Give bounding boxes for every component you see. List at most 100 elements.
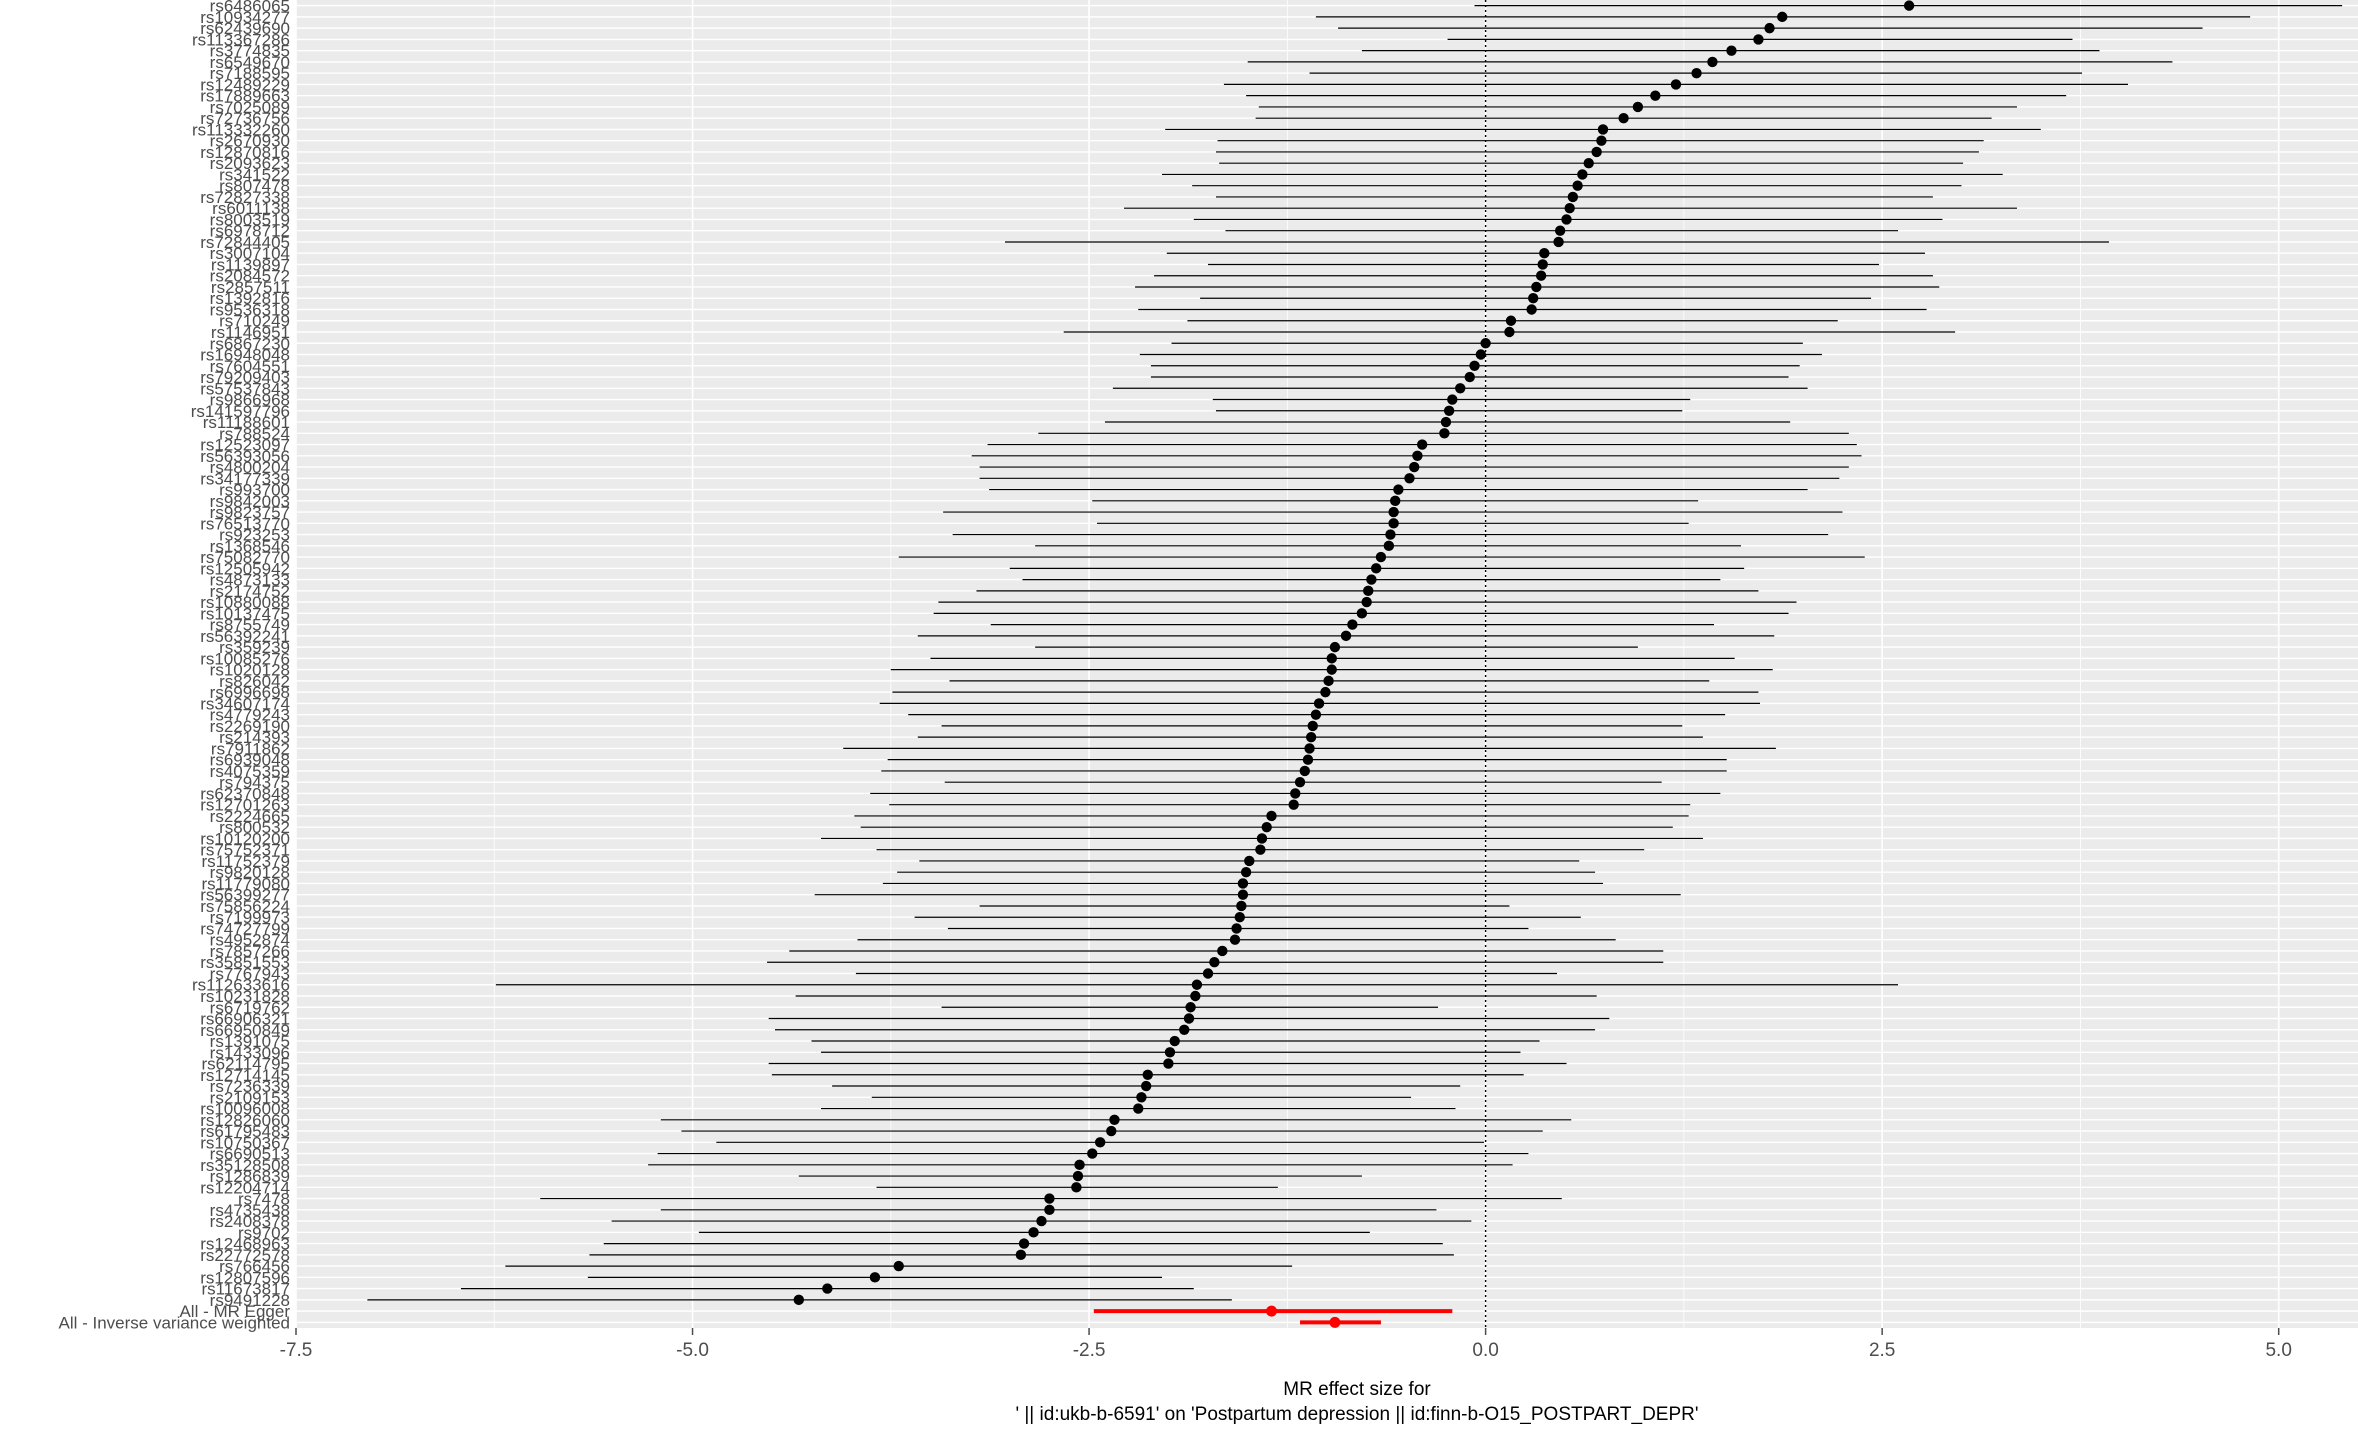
summary-label: All - MR Egger [179,1302,290,1321]
snp-label: rs11779080 [201,874,290,893]
snp-label: rs66950849 [200,1021,290,1040]
snp-label: rs6867230 [210,334,290,353]
snp-label: rs141597796 [191,402,290,421]
x-tick-label: 0.0 [1472,1340,1498,1361]
snp-label: rs34177339 [200,469,290,488]
snp-point [1526,304,1537,315]
snp-point [1764,22,1775,34]
snp-point [1018,1238,1030,1249]
snp-point [1294,776,1306,788]
snp-point [1217,945,1228,957]
snp-label: rs75752371 [200,841,290,860]
snp-point [1363,585,1374,597]
data-marks [367,0,2343,1328]
snp-point [1583,157,1594,169]
snp-label: rs6719762 [210,998,290,1017]
snp-point [1044,1204,1055,1216]
snp-label: rs6996698 [210,683,290,702]
snp-point [1237,889,1249,900]
x-axis-title-line-2: ' || id:ukb-b-6591' on 'Postpartum depre… [1015,1404,1698,1425]
snp-label: rs10137475 [200,604,290,623]
snp-point [1136,1092,1147,1103]
snp-label: rs1392816 [210,289,290,308]
snp-point [1361,596,1372,608]
snp-point [1209,957,1220,968]
snp-point [1390,495,1401,507]
snp-label: rs826042 [219,672,290,691]
snp-point [1320,686,1331,698]
snp-point [1347,619,1358,630]
snp-label: rs4952874 [210,931,290,950]
snp-point [1202,968,1214,979]
snp-label: rs794375 [219,773,290,792]
snp-point [1528,293,1539,304]
x-tick-label: -5.0 [676,1340,709,1361]
snp-point [1133,1103,1144,1114]
snp-point [1229,934,1241,945]
snp-label: rs17889663 [200,87,290,106]
snp-point [1015,1249,1027,1261]
snp-label: rs62114795 [201,1055,290,1074]
snp-label: rs2857511 [211,278,290,297]
snp-point [1388,518,1399,529]
snp-label: rs6486065 [210,0,290,16]
snp-point [1469,360,1480,371]
snp-label: rs9536318 [210,300,290,319]
snp-point [1236,900,1247,912]
snp-point [1596,135,1607,146]
snp-point [1385,529,1396,540]
snp-label: rs9491228 [210,1291,290,1310]
snp-label: rs2408378 [210,1212,290,1231]
snp-point [1028,1227,1039,1238]
snp-label: rs4873133 [210,571,290,590]
snp-label: rs10880088 [200,593,290,612]
snp-point [1443,405,1455,416]
snp-label: rs7911862 [211,739,290,758]
snp-point [1375,551,1387,563]
snp-point [1447,394,1458,405]
snp-label: rs12870816 [200,143,290,162]
snp-label: rs6011138 [212,199,290,218]
snp-label: rs11188601 [203,413,290,432]
summary-point [1265,1305,1277,1317]
x-tick-label: 5.0 [2265,1340,2291,1361]
snp-label: rs35128508 [200,1156,290,1175]
snp-point [1464,371,1475,383]
snp-point [1537,259,1548,270]
snp-label: rs4075359 [210,762,290,781]
snp-point [1539,248,1550,259]
snp-label: rs72844405 [200,233,290,252]
snp-point [1553,236,1564,248]
snp-point [1256,833,1268,844]
snp-label: rs3774835 [210,42,290,61]
snp-point [1393,484,1404,495]
snp-label: rs62439690 [200,19,290,38]
snp-label: rs74727799 [200,919,290,938]
snp-point [1140,1080,1152,1092]
snp-point [1388,506,1399,518]
x-tick-label: 2.5 [1869,1340,1895,1361]
snp-label: rs341522 [219,165,290,184]
snp-point [1234,912,1245,923]
snp-label: rs359239 [219,638,290,657]
snp-point [1310,709,1322,720]
snp-label: rs7604551 [210,357,290,376]
snp-point [1109,1114,1120,1125]
snp-label: rs12523097 [200,436,290,455]
snp-label: rs12807596 [200,1268,290,1287]
snp-point [1440,416,1452,428]
snp-point [1383,540,1395,552]
snp-point [1777,11,1788,23]
snp-point [1475,349,1487,360]
x-axis: -7.5 -5.0 -2.5 0.0 2.5 5.0 [280,1328,2292,1361]
snp-label: rs710249 [219,312,290,331]
snp-label: rs2670930 [210,132,290,151]
snp-label: rs7236339 [210,1077,290,1096]
snp-label: rs9820128 [210,863,290,882]
snp-label: rs79209403 [200,368,290,387]
snp-label: rs1368546 [210,537,290,556]
snp-label: rs1391075 [210,1032,290,1051]
snp-point [1305,731,1317,743]
snp-label: rs10231828 [200,987,290,1006]
snp-label: rs7857266 [210,942,290,961]
